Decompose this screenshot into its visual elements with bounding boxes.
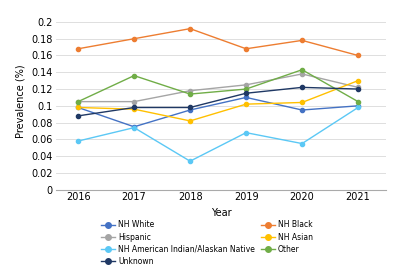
NH Asian — [188, 119, 193, 122]
Unknown — [244, 92, 248, 95]
Other — [244, 88, 248, 91]
Unknown — [300, 86, 304, 89]
NH American Indian/Alaskan Native — [76, 139, 80, 143]
Line: NH Black: NH Black — [76, 27, 360, 57]
NH Asian — [132, 108, 137, 111]
Hispanic — [188, 89, 193, 92]
Unknown — [132, 106, 137, 109]
NH Asian — [300, 101, 304, 104]
NH American Indian/Alaskan Native — [188, 160, 193, 163]
NH Asian — [244, 102, 248, 106]
NH Black — [300, 39, 304, 42]
NH White — [188, 108, 193, 112]
Line: NH Asian: NH Asian — [76, 79, 360, 123]
NH White — [356, 104, 361, 107]
Line: NH White: NH White — [76, 95, 360, 129]
Hispanic — [356, 86, 361, 89]
Line: Hispanic: Hispanic — [76, 72, 360, 104]
NH White — [76, 106, 80, 109]
NH Black — [244, 47, 248, 50]
Unknown — [76, 114, 80, 118]
Hispanic — [76, 100, 80, 103]
Line: NH American Indian/Alaskan Native: NH American Indian/Alaskan Native — [76, 105, 360, 163]
NH Asian — [356, 79, 361, 82]
NH American Indian/Alaskan Native — [300, 142, 304, 145]
Unknown — [356, 88, 361, 91]
NH White — [132, 125, 137, 128]
Legend: NH White, Hispanic, NH American Indian/Alaskan Native, Unknown, NH Black, NH Asi: NH White, Hispanic, NH American Indian/A… — [100, 219, 314, 267]
NH White — [300, 108, 304, 112]
Hispanic — [132, 100, 137, 103]
NH American Indian/Alaskan Native — [244, 131, 248, 134]
Y-axis label: Prevalence (%): Prevalence (%) — [16, 65, 26, 138]
NH Black — [132, 37, 137, 40]
NH Black — [76, 47, 80, 50]
NH Black — [188, 27, 193, 30]
Other — [76, 100, 80, 103]
Hispanic — [244, 83, 248, 86]
Unknown — [188, 106, 193, 109]
NH Black — [356, 54, 361, 57]
Other — [300, 68, 304, 71]
Other — [132, 74, 137, 77]
Line: Unknown: Unknown — [76, 85, 360, 118]
NH Asian — [76, 106, 80, 109]
Hispanic — [300, 72, 304, 76]
X-axis label: Year: Year — [211, 208, 231, 218]
NH White — [244, 96, 248, 99]
Other — [356, 100, 361, 103]
NH American Indian/Alaskan Native — [132, 126, 137, 129]
Other — [188, 92, 193, 96]
NH American Indian/Alaskan Native — [356, 106, 361, 109]
Line: Other: Other — [76, 68, 360, 104]
